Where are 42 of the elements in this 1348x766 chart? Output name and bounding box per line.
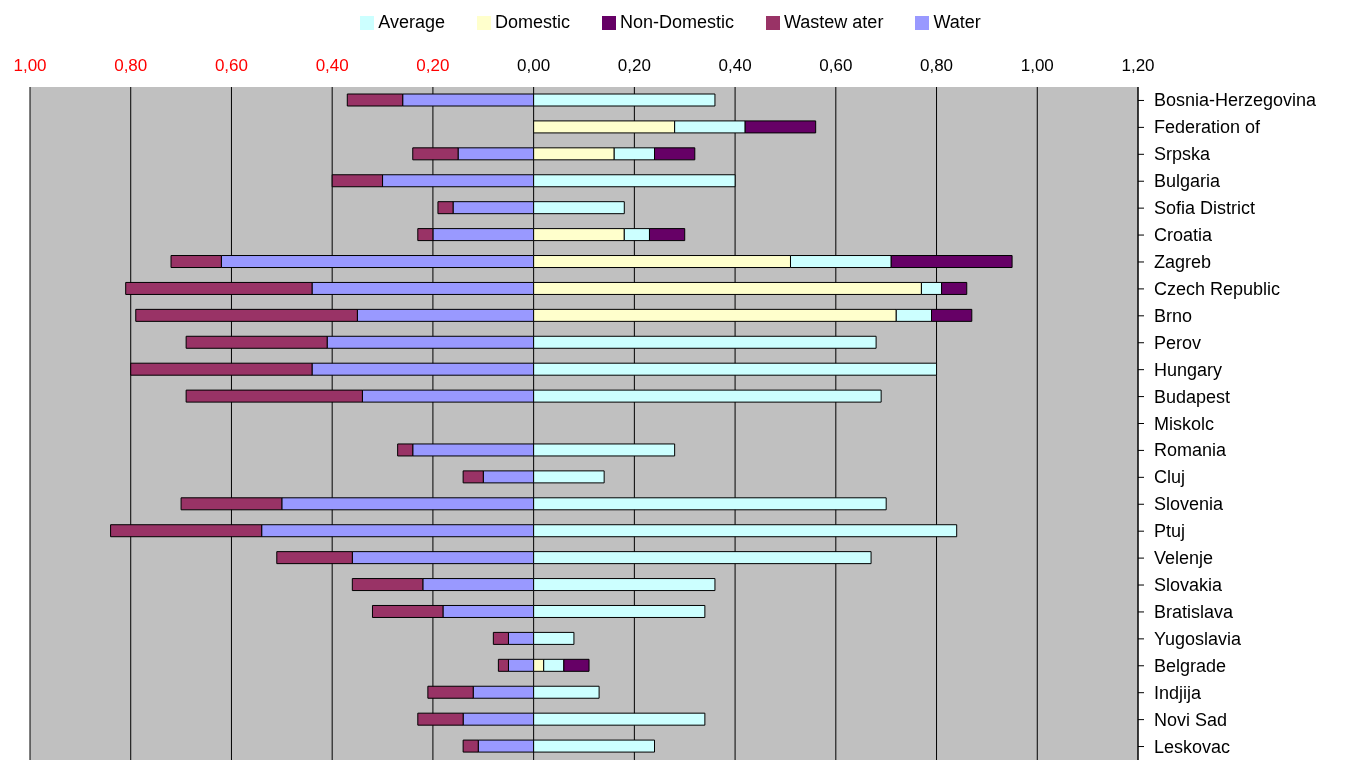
y-tick-label: Bulgaria [1154, 171, 1222, 192]
x-tick-label: 0,60 [214, 56, 248, 75]
x-tick-label: 0,00 [517, 56, 551, 75]
legend-label: Wastew ater [784, 12, 884, 32]
y-tick-label: Budapest [1154, 386, 1231, 407]
x-tick-label: 0,60 [819, 56, 853, 75]
y-tick-label: Sofia District [1154, 198, 1256, 219]
y-tick-label: Bosnia-Herzegovina [1154, 90, 1318, 111]
y-tick-label: Belgrade [1154, 655, 1227, 676]
x-tick-label: 0,20 [617, 56, 651, 75]
y-tick-label: Srpska [1154, 144, 1212, 165]
x-tick-label: 0,40 [718, 56, 752, 75]
y-tick-label: Czech Republic [1154, 278, 1281, 299]
legend-label: Water [933, 12, 981, 32]
y-tick-label: Miskolc [1154, 413, 1215, 434]
x-tick-label: 0,80 [114, 56, 148, 75]
y-tick-label: Indjija [1154, 682, 1203, 703]
y-tick-label: Bratislava [1154, 601, 1235, 622]
x-tick-label: 0,20 [416, 56, 450, 75]
x-tick-label: 1,20 [1121, 56, 1155, 75]
y-tick-label: Slovenia [1154, 494, 1225, 515]
y-tick-label: Brno [1154, 305, 1193, 326]
y-tick-label: Croatia [1154, 225, 1214, 246]
y-tick-label: Slovakia [1154, 575, 1224, 596]
legend-label: Domestic [494, 12, 570, 32]
x-tick-label: 0,40 [315, 56, 349, 75]
x-tick-label: 0,80 [920, 56, 954, 75]
y-tick-label: Hungary [1154, 359, 1223, 380]
y-tick-label: Cluj [1154, 467, 1186, 488]
y-tick-label: Federation of [1154, 117, 1262, 138]
legend-label: Average [378, 12, 445, 32]
y-tick-label: Ptuj [1154, 521, 1186, 542]
y-tick-label: Velenje [1154, 548, 1214, 569]
y-tick-label: Yugoslavia [1154, 628, 1243, 649]
legend-label: Non-Domestic [619, 12, 735, 32]
y-tick-label: Novi Sad [1154, 709, 1228, 730]
x-tick-label: 1,00 [1020, 56, 1054, 75]
y-tick-label: Zagreb [1154, 251, 1212, 272]
x-tick-label: 1,00 [13, 56, 47, 75]
y-tick-label: Romania [1154, 440, 1228, 461]
y-tick-label: Perov [1154, 332, 1202, 353]
y-tick-label: Leskovac [1154, 736, 1231, 757]
